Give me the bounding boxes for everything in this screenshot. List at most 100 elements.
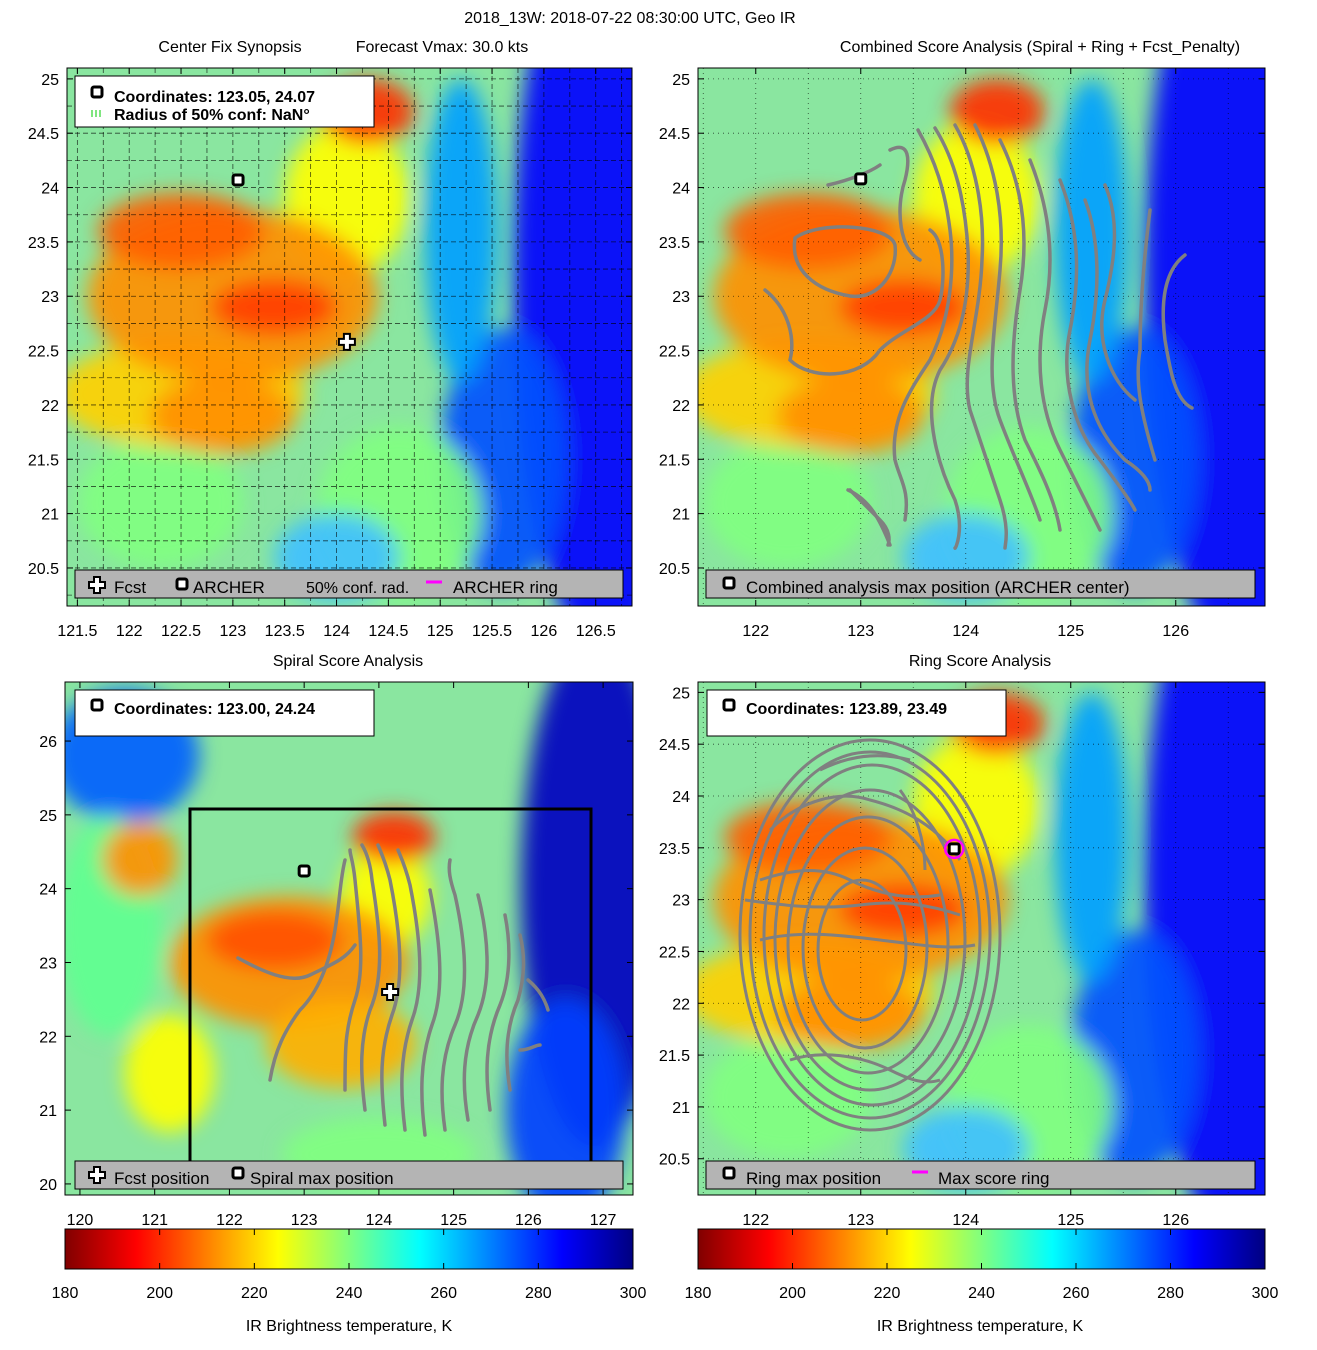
axis-ticks: 121.5 122 122.5 123 123.5 124 124.5 125 125.5 126… [28, 68, 632, 640]
y-tick-label: 23.5 [659, 235, 690, 252]
y-tick-label: 25 [672, 72, 690, 89]
info-box [74, 689, 375, 737]
y-tick-label: 21 [41, 507, 59, 524]
x-tick-label: 123 [847, 1212, 874, 1229]
spiral-contours [236, 843, 550, 1137]
colorbar-tick-label: 240 [968, 1285, 995, 1302]
dashed-line-icon [91, 110, 101, 117]
colorbar-tick-label: 220 [241, 1285, 268, 1302]
legend-box [705, 569, 1256, 599]
colorbar-tick-label: 280 [1157, 1285, 1184, 1302]
x-tick-label: 124.5 [368, 623, 408, 640]
y-tick-label: 22.5 [28, 344, 59, 361]
archer-marker [297, 864, 311, 878]
archer-marker [854, 172, 868, 186]
y-tick-label: 23.5 [659, 841, 690, 858]
y-tick-label: 20.5 [659, 561, 690, 578]
ring-contours [738, 738, 1002, 1132]
y-tick-label: 21.5 [659, 1048, 690, 1065]
y-tick-label: 24.5 [659, 126, 690, 143]
colorbar-tick-label: 300 [1252, 1285, 1279, 1302]
archer-icon [90, 85, 104, 99]
info-box [74, 75, 375, 128]
x-tick-label: 121.5 [57, 623, 97, 640]
plot-frame [64, 681, 634, 1196]
colorbar-gradient [697, 1228, 1266, 1270]
y-tick-label: 23 [39, 955, 57, 972]
axis-ticks: 122 123 124 125 126 20.5 21 21.5 22 22.5 23 23.5 24 2… [659, 68, 1265, 640]
y-tick-label: 21.5 [659, 452, 690, 469]
panel-ring-score: Ring Score Analysis 122 123 1 [659, 653, 1266, 1229]
y-tick-label: 22 [41, 398, 59, 415]
panel-center-fix-synopsis: Center Fix Synopsis Forecast Vmax: 30.0 … [28, 39, 633, 640]
x-tick-label: 122 [742, 623, 769, 640]
legend-archer-ring: ARCHER ring [453, 578, 558, 597]
x-tick-label: 124 [952, 1212, 979, 1229]
markers [854, 172, 868, 186]
panel-title: Center Fix Synopsis [158, 39, 301, 56]
y-tick-label: 26 [39, 734, 57, 751]
colorbar-left: 180 200 220 240 260 280 300 IR Brightness temp… [52, 1228, 647, 1335]
axis-ticks: 120 121 122 123 124 125 126 127 20 21 22 23 24 25 26 [39, 682, 633, 1229]
archer-icon [722, 698, 736, 712]
x-tick-label: 125 [440, 1212, 467, 1229]
archer-marker [231, 173, 245, 187]
y-tick-label: 24.5 [28, 126, 59, 143]
legend-archer: ARCHER [193, 578, 265, 597]
fcst-marker [337, 332, 356, 351]
x-tick-label: 125 [1057, 623, 1084, 640]
colorbar-label: IR Brightness temperature, K [246, 1318, 453, 1335]
colorbar-ticks: 180 200 220 240 260 280 300 [685, 1229, 1279, 1302]
panel-forecast-vmax: Forecast Vmax: 30.0 kts [356, 39, 529, 56]
figure-title: 2018_13W: 2018-07-22 08:30:00 UTC, Geo I… [464, 10, 795, 27]
archer-icon [722, 576, 736, 590]
ir-field [698, 68, 1265, 606]
info-coordinates: Coordinates: 123.00, 24.24 [114, 701, 315, 718]
x-tick-label: 122 [742, 1212, 769, 1229]
legend-box [705, 1160, 1256, 1190]
y-tick-label: 23 [41, 289, 59, 306]
markers [297, 864, 400, 1002]
max-score-ring [943, 838, 965, 860]
colorbar-tick-label: 280 [525, 1285, 552, 1302]
x-tick-label: 120 [67, 1212, 94, 1229]
colorbar-label: IR Brightness temperature, K [877, 1318, 1084, 1335]
fcst-marker [381, 983, 400, 1002]
x-tick-label: 123 [847, 623, 874, 640]
x-tick-label: 124 [323, 623, 350, 640]
y-tick-label: 24 [672, 181, 690, 198]
x-tick-label: 126 [1162, 1212, 1189, 1229]
x-tick-label: 124 [366, 1212, 393, 1229]
panel-title: Ring Score Analysis [909, 653, 1051, 670]
x-tick-label: 126 [1162, 623, 1189, 640]
x-tick-label: 122 [116, 623, 143, 640]
markers [943, 838, 965, 860]
y-tick-label: 21 [39, 1103, 57, 1120]
legend-ring-max: Ring max position [746, 1169, 881, 1188]
ir-field [65, 682, 633, 1195]
info-radius: Radius of 50% conf: NaN° [114, 107, 310, 124]
x-tick-label: 121 [141, 1212, 168, 1229]
plot-frame [697, 67, 1266, 607]
grid-lines [698, 682, 1265, 1195]
y-tick-label: 23 [672, 893, 690, 910]
x-tick-label: 125 [1057, 1212, 1084, 1229]
x-tick-label: 127 [590, 1212, 617, 1229]
y-tick-label: 22 [672, 996, 690, 1013]
archer-marker [947, 842, 961, 856]
x-tick-label: 125.5 [472, 623, 512, 640]
archer-icon [90, 698, 104, 712]
panel-title: Combined Score Analysis (Spiral + Ring +… [840, 39, 1240, 56]
y-tick-label: 22 [672, 398, 690, 415]
info-box [706, 689, 1007, 737]
x-tick-label: 122 [216, 1212, 243, 1229]
legend-spiral-max: Spiral max position [250, 1169, 394, 1188]
colorbar-tick-label: 260 [430, 1285, 457, 1302]
plot-frame [697, 681, 1266, 1196]
y-tick-label: 21 [672, 1100, 690, 1117]
colorbar-tick-label: 260 [1063, 1285, 1090, 1302]
colorbar-tick-label: 300 [620, 1285, 647, 1302]
y-tick-label: 21 [672, 507, 690, 524]
y-tick-label: 22.5 [659, 944, 690, 961]
